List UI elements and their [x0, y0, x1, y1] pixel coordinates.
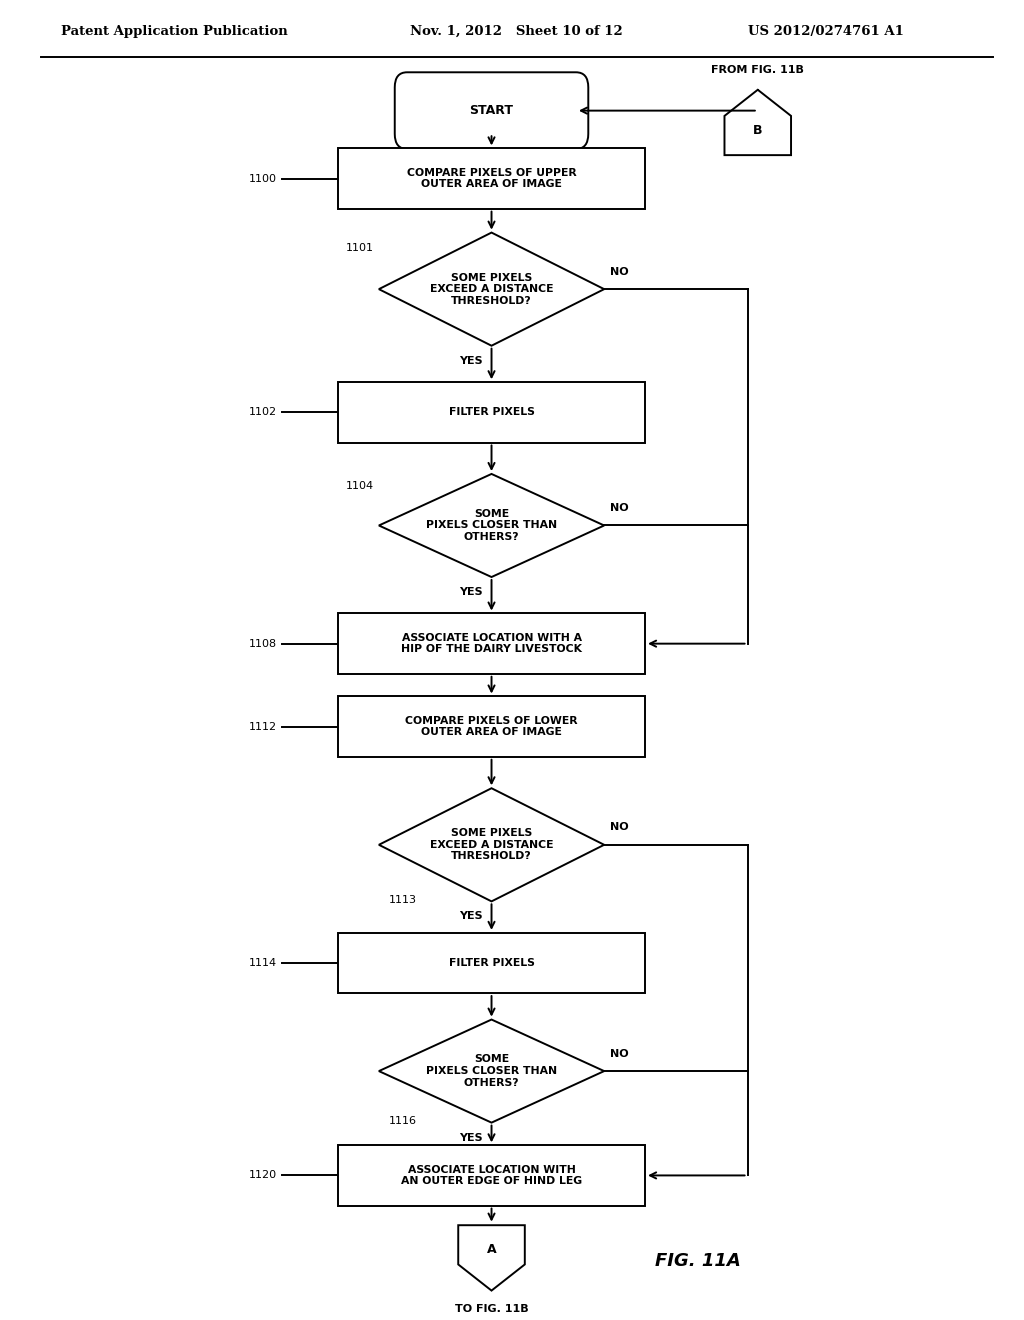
- Text: TO FIG. 11B: TO FIG. 11B: [455, 1304, 528, 1313]
- FancyBboxPatch shape: [338, 383, 645, 442]
- Text: 1114: 1114: [249, 958, 276, 968]
- Polygon shape: [459, 1225, 524, 1291]
- Text: YES: YES: [459, 356, 483, 366]
- Text: SOME PIXELS
EXCEED A DISTANCE
THRESHOLD?: SOME PIXELS EXCEED A DISTANCE THRESHOLD?: [430, 828, 553, 862]
- Text: YES: YES: [459, 1133, 483, 1143]
- FancyBboxPatch shape: [338, 697, 645, 756]
- Text: NO: NO: [610, 1048, 629, 1059]
- Text: 1113: 1113: [389, 895, 417, 906]
- Text: US 2012/0274761 A1: US 2012/0274761 A1: [748, 25, 903, 38]
- Text: Nov. 1, 2012   Sheet 10 of 12: Nov. 1, 2012 Sheet 10 of 12: [410, 25, 623, 38]
- Polygon shape: [379, 232, 604, 346]
- Polygon shape: [379, 788, 604, 902]
- Text: SOME
PIXELS CLOSER THAN
OTHERS?: SOME PIXELS CLOSER THAN OTHERS?: [426, 1055, 557, 1088]
- Text: NO: NO: [610, 267, 629, 277]
- Text: ASSOCIATE LOCATION WITH A
HIP OF THE DAIRY LIVESTOCK: ASSOCIATE LOCATION WITH A HIP OF THE DAI…: [401, 632, 582, 655]
- FancyBboxPatch shape: [394, 73, 588, 149]
- Text: YES: YES: [459, 587, 483, 597]
- Text: ASSOCIATE LOCATION WITH
AN OUTER EDGE OF HIND LEG: ASSOCIATE LOCATION WITH AN OUTER EDGE OF…: [401, 1164, 582, 1187]
- Text: NO: NO: [610, 822, 629, 832]
- Text: 1116: 1116: [389, 1117, 417, 1126]
- Text: 1104: 1104: [346, 482, 374, 491]
- Text: FILTER PIXELS: FILTER PIXELS: [449, 408, 535, 417]
- Text: 1101: 1101: [346, 243, 374, 252]
- Text: A: A: [486, 1243, 497, 1255]
- Text: SOME PIXELS
EXCEED A DISTANCE
THRESHOLD?: SOME PIXELS EXCEED A DISTANCE THRESHOLD?: [430, 272, 553, 306]
- Text: FILTER PIXELS: FILTER PIXELS: [449, 958, 535, 968]
- Text: FIG. 11A: FIG. 11A: [655, 1251, 741, 1270]
- FancyBboxPatch shape: [338, 148, 645, 209]
- FancyBboxPatch shape: [338, 1146, 645, 1205]
- Polygon shape: [725, 90, 791, 156]
- Text: YES: YES: [459, 911, 483, 921]
- Text: START: START: [470, 104, 513, 117]
- FancyBboxPatch shape: [338, 933, 645, 993]
- Text: NO: NO: [610, 503, 629, 513]
- FancyBboxPatch shape: [338, 614, 645, 673]
- Text: 1112: 1112: [249, 722, 276, 731]
- Text: COMPARE PIXELS OF UPPER
OUTER AREA OF IMAGE: COMPARE PIXELS OF UPPER OUTER AREA OF IM…: [407, 168, 577, 189]
- Text: B: B: [753, 124, 763, 137]
- Text: 1120: 1120: [249, 1171, 276, 1180]
- Text: SOME
PIXELS CLOSER THAN
OTHERS?: SOME PIXELS CLOSER THAN OTHERS?: [426, 510, 557, 543]
- Text: FROM FIG. 11B: FROM FIG. 11B: [712, 65, 804, 75]
- Text: 1100: 1100: [249, 173, 276, 183]
- Polygon shape: [379, 1019, 604, 1122]
- Text: 1102: 1102: [249, 408, 276, 417]
- Text: 1108: 1108: [249, 639, 276, 648]
- Polygon shape: [379, 474, 604, 577]
- Text: COMPARE PIXELS OF LOWER
OUTER AREA OF IMAGE: COMPARE PIXELS OF LOWER OUTER AREA OF IM…: [406, 715, 578, 738]
- Text: Patent Application Publication: Patent Application Publication: [61, 25, 288, 38]
